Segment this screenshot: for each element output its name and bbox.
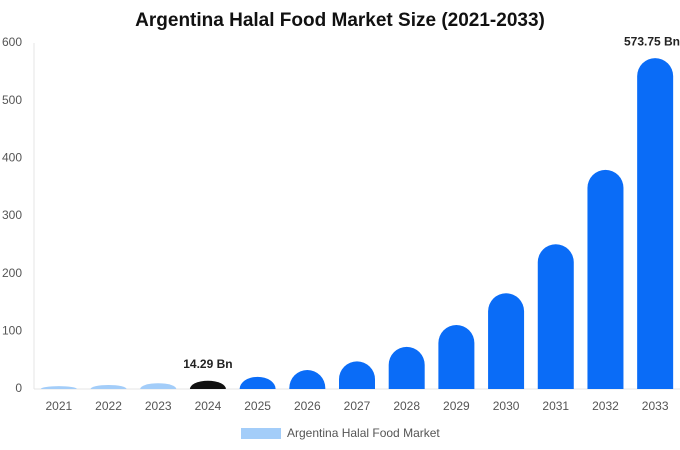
x-tick-label: 2026	[294, 399, 321, 413]
bar	[90, 384, 127, 389]
x-tick-label: 2023	[145, 399, 172, 413]
bar	[140, 383, 177, 389]
bar	[587, 169, 624, 389]
x-tick-label: 2024	[195, 399, 222, 413]
legend-label: Argentina Halal Food Market	[287, 426, 440, 440]
value-label: 14.29 Bn	[183, 357, 232, 371]
x-tick-label: 2031	[542, 399, 569, 413]
bar	[488, 293, 525, 389]
y-tick-label: 200	[2, 266, 22, 280]
x-tick-label: 2022	[95, 399, 122, 413]
bar	[339, 361, 375, 389]
y-tick-label: 600	[2, 35, 22, 49]
x-tick-label: 2029	[443, 399, 470, 413]
chart-title: Argentina Halal Food Market Size (2021-2…	[135, 10, 545, 31]
bar	[637, 58, 674, 390]
x-tick-label: 2032	[592, 399, 619, 413]
bar	[388, 346, 425, 389]
value-label: 573.75 Bn	[624, 34, 680, 48]
legend-swatch	[241, 428, 281, 439]
bar	[40, 386, 77, 389]
bar	[239, 376, 276, 389]
x-tick-label: 2027	[344, 399, 371, 413]
bar	[289, 369, 326, 389]
x-tick-label: 2021	[45, 399, 72, 413]
y-tick-label: 0	[15, 381, 22, 395]
y-tick-label: 300	[2, 208, 22, 222]
y-tick-label: 100	[2, 324, 22, 338]
bar	[537, 244, 574, 389]
bar	[438, 324, 475, 389]
x-tick-label: 2033	[642, 399, 669, 413]
x-tick-label: 2028	[393, 399, 420, 413]
x-tick-label: 2025	[244, 399, 271, 413]
x-tick-label: 2030	[493, 399, 520, 413]
y-tick-label: 500	[2, 93, 22, 107]
y-tick-label: 400	[2, 151, 22, 165]
bar	[189, 380, 226, 389]
